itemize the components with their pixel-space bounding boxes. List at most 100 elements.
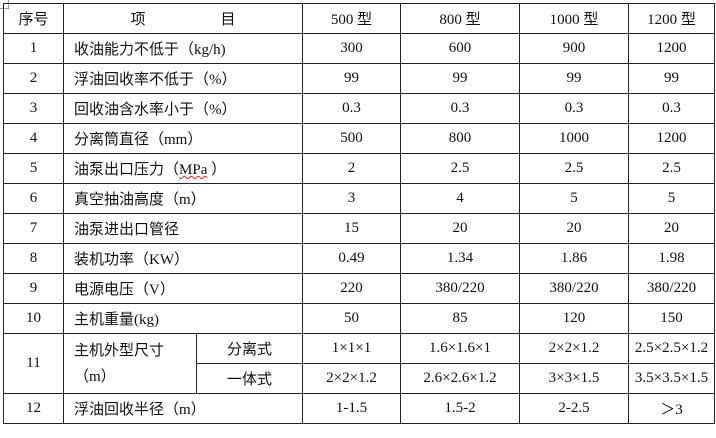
row-number: 10: [3, 303, 64, 334]
row-number: 4: [3, 123, 64, 154]
row-value: 2: [302, 153, 401, 184]
row-item: 主机重量(kg): [63, 303, 303, 334]
row-number: 3: [3, 93, 64, 124]
row-value: 500: [302, 123, 401, 154]
row-number: 2: [3, 63, 64, 94]
header-no: 序号: [3, 3, 64, 34]
specs-table: 序号 项 目 500 型 800 型 1000 型 1200 型 1 收油能力不低…: [3, 3, 715, 424]
row-item: 油泵进出口管径: [63, 213, 303, 244]
row-value: 2×2×1.2: [519, 333, 629, 364]
row-number: 7: [3, 213, 64, 244]
row-item: 电源电压（V）: [63, 273, 303, 304]
header-model: 800 型: [400, 3, 520, 34]
row-value: 2.5: [400, 153, 520, 184]
table-row: 12 浮油回收半径（m） 1-1.5 1.5-2 2-2.5 ＞3: [3, 393, 715, 424]
row-value: 4: [400, 183, 520, 214]
row-value: 5: [519, 183, 629, 214]
table-row: 7 油泵进出口管径 15 20 20 20: [3, 213, 715, 244]
row-value: 120: [519, 303, 629, 334]
row-value: 3.5×3.5×1.5: [628, 363, 715, 394]
row-value: 1000: [519, 123, 629, 154]
row-value: 0.49: [302, 243, 401, 274]
table-row: 11 主机外型尺寸 （m） 分离式 1×1×1 1.6×1.6×1 2×2×1.2 2.5×2…: [3, 333, 715, 394]
row-value: 1200: [628, 33, 715, 64]
row-item: 装机功率（KW）: [63, 243, 303, 274]
table-row: 3 回收油含水率小于（%） 0.3 0.3 0.3 0.3: [3, 93, 715, 124]
table-row: 10 主机重量(kg) 50 85 120 150: [3, 303, 715, 334]
row-value: 3: [302, 183, 401, 214]
row-value: 99: [628, 63, 715, 94]
item-text: ）: [207, 162, 227, 178]
row-value: 380/220: [400, 273, 520, 304]
row-number: 11: [3, 333, 64, 394]
table-row: 5 油泵出口压力（MPa ） 2 2.5 2.5 2.5: [3, 153, 715, 184]
row-item: 主机外型尺寸 （m）: [63, 333, 197, 394]
row-value: 5: [628, 183, 715, 214]
row-value: 1200: [628, 123, 715, 154]
row-value: 0.3: [519, 93, 629, 124]
row-number: 12: [3, 393, 64, 424]
table-row: 2 浮油回收率不低于（%） 99 99 99 99: [3, 63, 715, 94]
row-value: 20: [628, 213, 715, 244]
row-value: 1-1.5: [302, 393, 401, 424]
row-item: 浮油回收半径（m）: [63, 393, 303, 424]
sub-type-label: 一体式: [196, 363, 303, 394]
row-value: 2-2.5: [519, 393, 629, 424]
row-value: 800: [400, 123, 520, 154]
row-value: 50: [302, 303, 401, 334]
row-number: 1: [3, 33, 64, 64]
table-row: 8 装机功率（KW） 0.49 1.34 1.86 1.98: [3, 243, 715, 274]
row-item: 浮油回收率不低于（%）: [63, 63, 303, 94]
row-value: 20: [519, 213, 629, 244]
row-value: 150: [628, 303, 715, 334]
row-value: ＞3: [628, 393, 715, 424]
row-value: 220: [302, 273, 401, 304]
header-row: 序号 项 目 500 型 800 型 1000 型 1200 型: [3, 3, 715, 34]
header-model: 500 型: [302, 3, 401, 34]
row-value: 20: [400, 213, 520, 244]
row-item: 真空抽油高度（m）: [63, 183, 303, 214]
row-value: 900: [519, 33, 629, 64]
header-item: 项 目: [63, 3, 303, 34]
row-value: 1.6×1.6×1: [400, 333, 520, 364]
table-row: 4 分离筒直径（mm） 500 800 1000 1200: [3, 123, 715, 154]
row-value: 99: [519, 63, 629, 94]
table-row: 9 电源电压（V） 220 380/220 380/220 380/220: [3, 273, 715, 304]
table-row: 6 真空抽油高度（m） 3 4 5 5: [3, 183, 715, 214]
table-row: 1 收油能力不低于（kg/h) 300 600 900 1200: [3, 33, 715, 64]
row-value: 2.5×2.5×1.2: [628, 333, 715, 364]
row-number: 8: [3, 243, 64, 274]
item-text: 主机外型尺寸: [74, 342, 165, 359]
row-item: 回收油含水率小于（%）: [63, 93, 303, 124]
row-value: 15: [302, 213, 401, 244]
row-value: 380/220: [628, 273, 715, 304]
sub-type-label: 分离式: [196, 333, 303, 364]
row-value: 1×1×1: [302, 333, 401, 364]
row-value: 600: [400, 33, 520, 64]
row-item: 分离筒直径（mm）: [63, 123, 303, 154]
row-value: 3×3×1.5: [519, 363, 629, 394]
table-row: 一体式 2×2×1.2 2.6×2.6×1.2 3×3×1.5 3.5×3.5×1.5: [4, 363, 715, 394]
header-model: 1200 型: [628, 3, 715, 34]
row-value: 1.5-2: [400, 393, 520, 424]
row-number: 5: [3, 153, 64, 184]
row-value: 99: [302, 63, 401, 94]
row-value: 2.5: [519, 153, 629, 184]
row-item: 收油能力不低于（kg/h): [63, 33, 303, 64]
item-text: 油泵出口压力（: [74, 162, 180, 178]
row-value: 2.6×2.6×1.2: [400, 363, 520, 394]
row-number: 9: [3, 273, 64, 304]
row-item: 油泵出口压力（MPa ）: [63, 153, 303, 184]
row-value: 0.3: [628, 93, 715, 124]
row-value: 1.34: [400, 243, 520, 274]
item-unit: MPa: [179, 162, 208, 178]
header-model: 1000 型: [519, 3, 629, 34]
row-value: 2×2×1.2: [302, 363, 401, 394]
row-value: 99: [400, 63, 520, 94]
row-value: 300: [302, 33, 401, 64]
row-value: 85: [400, 303, 520, 334]
row-value: 0.3: [400, 93, 520, 124]
row-value: 0.3: [302, 93, 401, 124]
row-number: 6: [3, 183, 64, 214]
item-text: （m）: [74, 368, 116, 385]
